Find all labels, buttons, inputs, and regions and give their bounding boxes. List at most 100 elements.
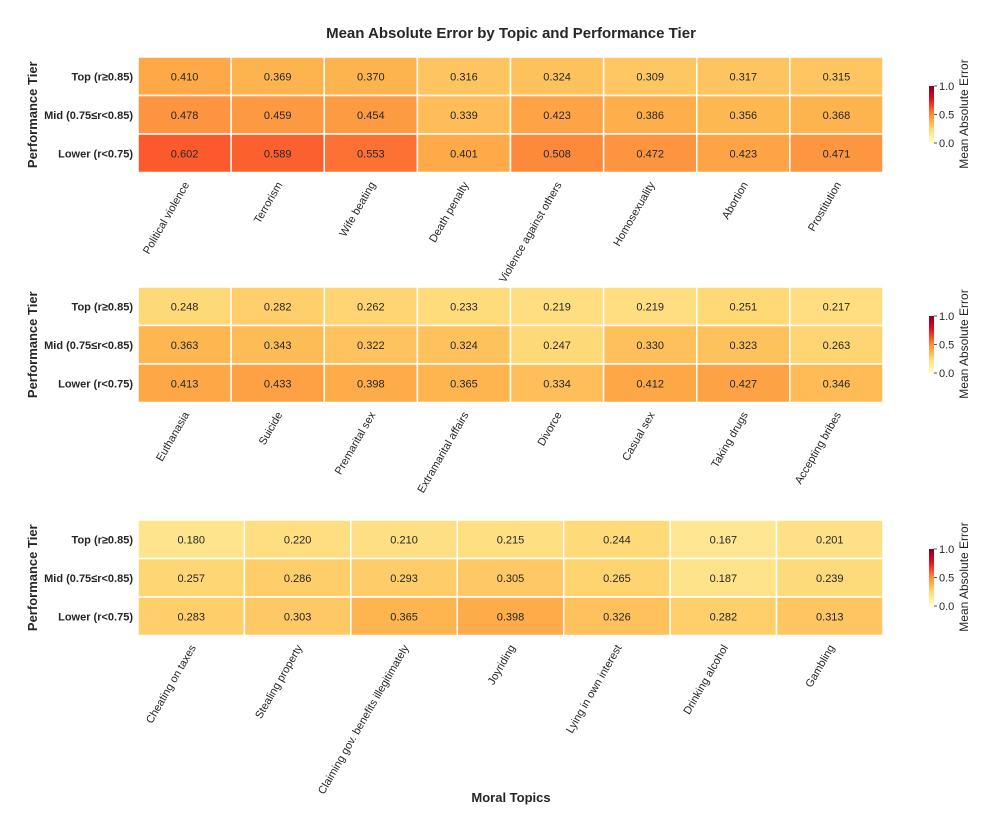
heatmap-cell [456, 519, 565, 560]
cell-value-label: 0.283 [177, 611, 205, 623]
cell-value-label: 0.433 [264, 378, 292, 390]
cell-value-label: 0.167 [710, 534, 738, 546]
cell-value-label: 0.262 [357, 301, 385, 313]
cell-value-label: 0.324 [450, 340, 478, 352]
heatmap-cell [602, 363, 698, 404]
heatmap-cell [775, 557, 884, 598]
heatmap-cell [669, 557, 778, 598]
cell-value-label: 0.589 [264, 148, 292, 160]
heatmap-cell [602, 94, 698, 135]
column-tick-label: Cheating on taxes [144, 643, 199, 726]
column-tick-label: Drinking alcohol [681, 643, 731, 717]
heatmap-cell [602, 324, 698, 365]
cell-value-label: 0.303 [284, 611, 312, 623]
cell-value-label: 0.410 [171, 71, 199, 83]
row-tick-label: Mid (0.75≤r<0.85) [44, 340, 133, 352]
y-axis-label: Performance Tier [25, 291, 40, 398]
cell-value-label: 0.339 [450, 110, 478, 122]
cell-value-label: 0.309 [636, 71, 664, 83]
cell-value-label: 0.413 [171, 378, 199, 390]
column-tick-label: Claiming gov. benefits illegitimately [316, 643, 412, 797]
heatmap-panel-1: 0.410 0.369 0.370 0.316 0.324 0.309 0.317 0.315… [25, 56, 971, 285]
cell-value-label: 0.423 [543, 110, 571, 122]
colorbar-label: Mean Absolute Error [957, 522, 971, 631]
heatmap-cell [562, 596, 671, 637]
heatmap-cell [137, 286, 232, 327]
colorbar-tick-label: 0.5 [939, 573, 954, 585]
colorbar-tick-label: 0.0 [939, 368, 954, 380]
cell-value-label: 0.365 [450, 378, 478, 390]
heatmap-cell [323, 363, 419, 404]
column-tick-label: Divorce [536, 410, 565, 448]
cell-value-label: 0.282 [264, 301, 292, 313]
heatmap-cell [602, 133, 698, 174]
column-tick-label: Wife beating [337, 180, 378, 239]
column-tick-label: Joyriding [486, 643, 518, 687]
column-tick-label: Abortion [720, 180, 751, 221]
colorbar-label: Mean Absolute Error [957, 59, 971, 168]
column-tick-label: Prostitution [806, 180, 844, 234]
cell-value-label: 0.187 [710, 573, 738, 585]
cell-value-label: 0.219 [543, 301, 571, 313]
column-tick-label: Homosexuality [611, 180, 658, 249]
heatmap-cell [350, 557, 459, 598]
heatmap-cell [350, 519, 459, 560]
cell-value-label: 0.356 [730, 110, 758, 122]
heatmap-panel-2: 0.248 0.282 0.262 0.233 0.219 0.219 0.251 0.217… [25, 286, 971, 495]
cell-value-label: 0.201 [816, 534, 844, 546]
chart-title: Mean Absolute Error by Topic and Perform… [326, 25, 696, 42]
heatmap-cell [789, 286, 884, 327]
heatmap-cell [775, 519, 884, 560]
cell-value-label: 0.324 [543, 71, 571, 83]
cell-value-label: 0.286 [284, 573, 312, 585]
heatmap-cell [230, 133, 325, 174]
cell-value-label: 0.315 [823, 71, 851, 83]
row-tick-label: Lower (r<0.75) [58, 378, 133, 390]
cell-value-label: 0.263 [823, 340, 851, 352]
heatmap-cell [789, 94, 884, 135]
cell-value-label: 0.472 [636, 148, 664, 160]
heatmap-panel-3: 0.180 0.220 0.210 0.215 0.244 0.167 0.201 0.257… [25, 519, 971, 797]
cell-value-label: 0.219 [636, 301, 664, 313]
cell-value-label: 0.323 [730, 340, 758, 352]
cell-value-label: 0.471 [823, 148, 851, 160]
heatmap-cell [137, 133, 232, 174]
heatmap-cell [416, 133, 512, 174]
cell-value-label: 0.215 [497, 534, 525, 546]
heatmap-cell [789, 363, 884, 404]
heatmap-cell [602, 286, 698, 327]
heatmap-cell [456, 596, 565, 637]
column-tick-label: Suicide [257, 410, 285, 447]
cell-value-label: 0.233 [450, 301, 478, 313]
x-axis-label: Moral Topics [471, 790, 550, 805]
row-tick-label: Mid (0.75≤r<0.85) [44, 110, 133, 122]
cell-value-label: 0.412 [636, 378, 664, 390]
cell-value-label: 0.247 [543, 340, 571, 352]
column-tick-label: Terrorism [252, 180, 285, 226]
row-tick-label: Top (r≥0.85) [72, 534, 134, 546]
colorbar-tick-label: 0.0 [939, 601, 954, 613]
column-tick-label: Violence against others [497, 180, 565, 285]
column-tick-label: Premarital sex [333, 410, 379, 477]
y-axis-label: Performance Tier [25, 524, 40, 631]
row-tick-label: Lower (r<0.75) [58, 611, 133, 623]
cell-value-label: 0.334 [543, 378, 571, 390]
colorbar-label: Mean Absolute Error [957, 289, 971, 398]
column-tick-label: Accepting bribes [793, 410, 844, 487]
cell-value-label: 0.478 [171, 110, 199, 122]
heatmap-cell [602, 56, 698, 97]
heatmap-cell [562, 519, 671, 560]
colorbar [929, 86, 934, 143]
cell-value-label: 0.210 [390, 534, 418, 546]
cell-value-label: 0.180 [177, 534, 205, 546]
heatmap-cell [137, 56, 232, 97]
colorbar-tick-label: 1.0 [939, 81, 954, 93]
cell-value-label: 0.317 [730, 71, 758, 83]
cell-value-label: 0.370 [357, 71, 385, 83]
heatmap-cell [243, 519, 352, 560]
cell-value-label: 0.363 [171, 340, 199, 352]
colorbar-tick-label: 1.0 [939, 311, 954, 323]
cell-value-label: 0.398 [497, 611, 525, 623]
heatmap-cell [416, 94, 512, 135]
